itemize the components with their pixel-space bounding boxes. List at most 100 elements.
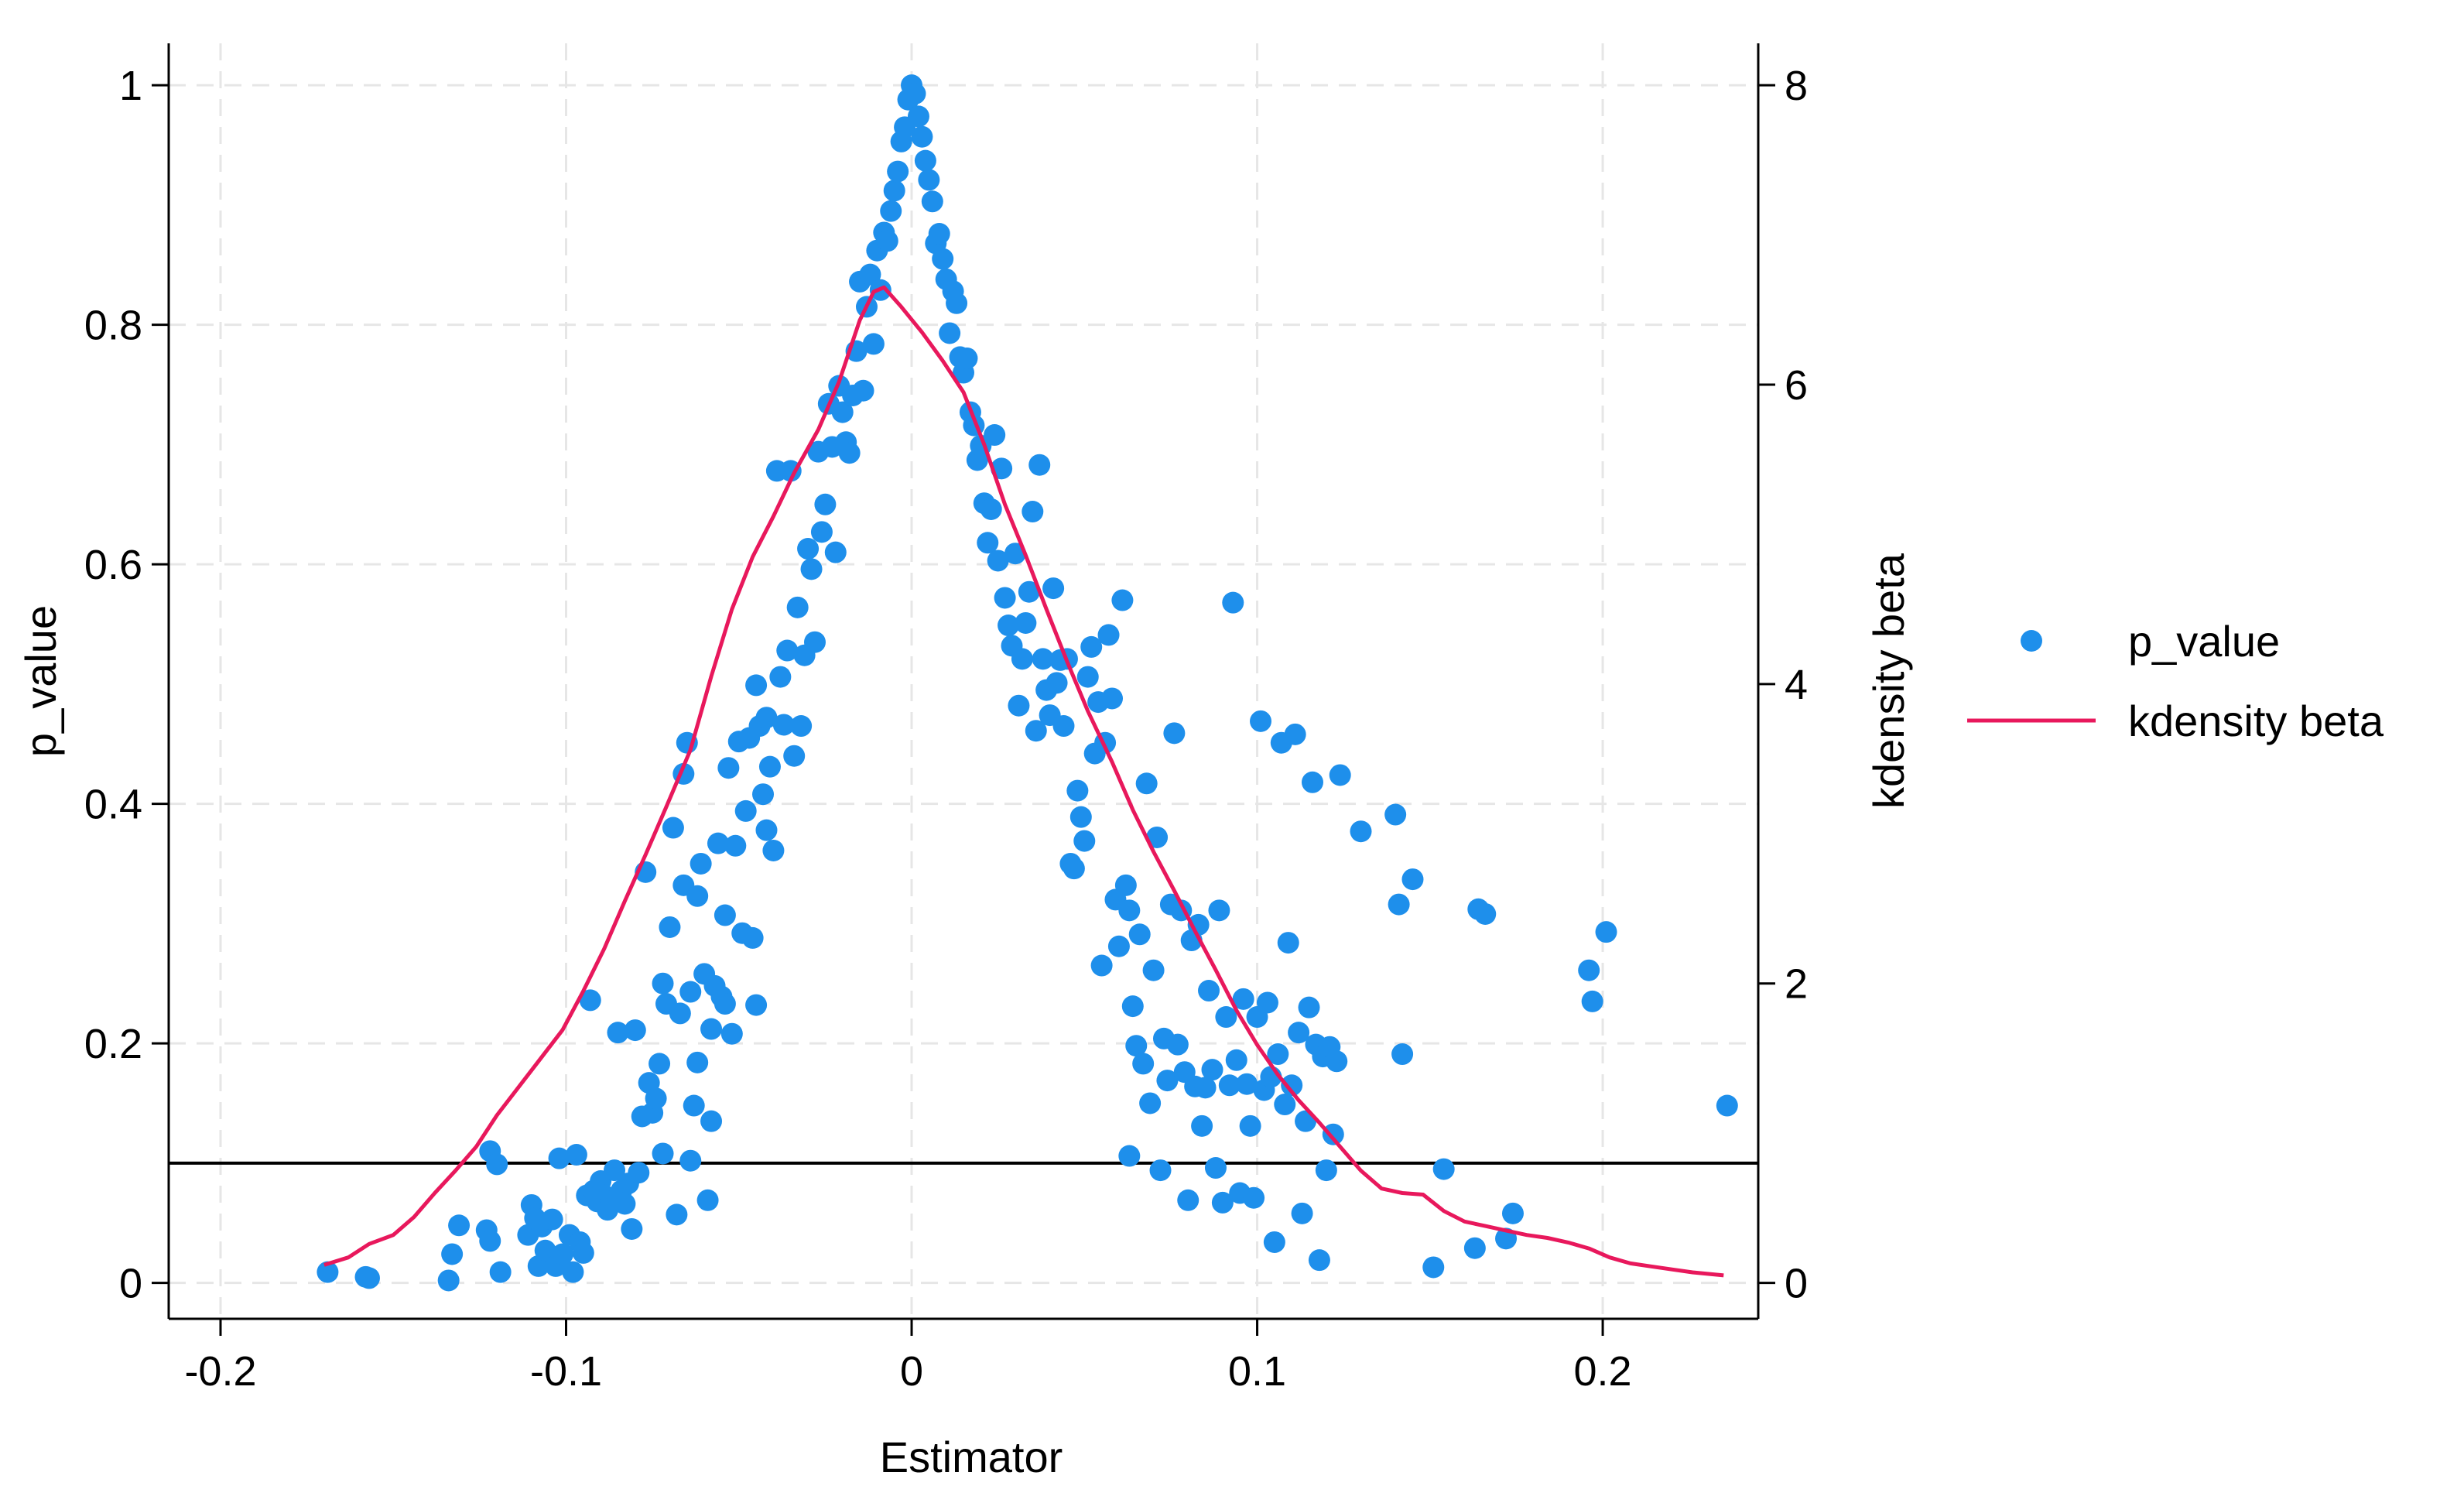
- data-point: [1329, 764, 1351, 786]
- data-point: [810, 521, 833, 543]
- data-point: [1232, 988, 1254, 1010]
- data-point: [745, 994, 768, 1016]
- data-point: [1125, 1035, 1148, 1057]
- data-point: [548, 1147, 570, 1169]
- x-tick-label: -0.1: [530, 1348, 602, 1395]
- data-point: [1201, 1059, 1223, 1081]
- data-point: [755, 819, 778, 841]
- data-point: [649, 1053, 671, 1075]
- data-point: [1076, 666, 1099, 688]
- data-point: [1177, 1189, 1199, 1211]
- data-point: [1063, 858, 1085, 880]
- data-point: [786, 596, 809, 618]
- data-point: [1139, 1092, 1162, 1114]
- data-point: [1198, 980, 1220, 1002]
- data-point: [1578, 959, 1600, 981]
- y2-tick-label: 6: [1785, 362, 1808, 409]
- data-point: [755, 707, 778, 729]
- data-point: [852, 379, 874, 402]
- y-axis-title: p_value: [16, 605, 65, 757]
- data-point: [1225, 1049, 1247, 1071]
- data-point: [998, 615, 1020, 637]
- data-point: [1236, 1073, 1258, 1095]
- data-point: [1042, 577, 1065, 600]
- data-point: [1146, 826, 1169, 848]
- data-point: [1277, 932, 1299, 954]
- data-point: [1097, 624, 1120, 646]
- data-point: [984, 424, 1006, 447]
- data-point: [714, 904, 736, 926]
- data-point: [1267, 1043, 1289, 1066]
- x-tick-label: 0.1: [1228, 1348, 1286, 1395]
- data-point: [914, 149, 936, 172]
- data-point: [717, 757, 740, 779]
- data-point: [918, 169, 940, 191]
- data-point: [1350, 820, 1372, 843]
- y-tick-label: 0.6: [84, 542, 142, 588]
- data-point: [1135, 772, 1158, 795]
- p-value-points: [317, 74, 1738, 1292]
- y2-tick-label: 0: [1785, 1261, 1808, 1307]
- y2-axis-title: kdensity beta: [1864, 553, 1913, 809]
- data-point: [317, 1261, 339, 1283]
- data-point: [928, 223, 950, 245]
- data-point: [690, 852, 712, 875]
- data-point: [752, 783, 775, 806]
- data-point: [1218, 1074, 1241, 1097]
- data-point: [1384, 803, 1407, 826]
- data-point: [1018, 580, 1040, 603]
- legend: p_value kdensity beta: [1967, 617, 2384, 745]
- data-point: [1132, 1053, 1155, 1075]
- data-point: [1391, 1043, 1414, 1066]
- data-point: [1032, 648, 1054, 670]
- data-point: [800, 558, 823, 580]
- legend-label-p-value: p_value: [2128, 617, 2280, 666]
- data-point: [980, 498, 1002, 520]
- data-point: [939, 322, 961, 344]
- data-point: [880, 200, 902, 222]
- data-point: [679, 1149, 702, 1172]
- data-point: [1215, 1006, 1237, 1029]
- data-point: [797, 538, 820, 560]
- data-point: [1208, 899, 1230, 922]
- data-point: [1326, 1050, 1348, 1073]
- data-point: [720, 1022, 743, 1045]
- data-point: [666, 1203, 688, 1226]
- x-tick-label: -0.2: [184, 1348, 256, 1395]
- data-point: [1288, 1022, 1310, 1044]
- data-point: [741, 926, 764, 949]
- data-point: [1432, 1158, 1455, 1180]
- data-point: [1015, 611, 1037, 634]
- data-point: [1066, 779, 1089, 802]
- data-point: [1501, 1202, 1524, 1224]
- y-tick-label: 0: [119, 1261, 142, 1307]
- data-point: [562, 1261, 584, 1283]
- data-point: [887, 160, 909, 183]
- data-point: [1256, 991, 1278, 1014]
- data-point: [1149, 1159, 1172, 1182]
- data-point: [994, 587, 1016, 609]
- y2-tick-label: 8: [1785, 63, 1808, 109]
- data-point: [358, 1267, 380, 1289]
- y2-tick-label: 2: [1785, 961, 1808, 1008]
- data-point: [862, 333, 885, 355]
- data-point: [1114, 874, 1137, 896]
- data-point: [659, 916, 681, 938]
- data-point: [1118, 899, 1141, 922]
- data-point: [758, 755, 781, 778]
- data-point: [776, 639, 799, 662]
- data-point: [1211, 1191, 1234, 1214]
- kdensity-line-group: [323, 285, 1724, 1278]
- data-point: [831, 401, 854, 423]
- data-point: [645, 1087, 667, 1110]
- data-point: [1315, 1159, 1337, 1182]
- data-point: [1716, 1094, 1738, 1117]
- data-point: [479, 1230, 501, 1252]
- data-point: [745, 674, 768, 697]
- data-point: [977, 532, 999, 554]
- data-point: [1069, 806, 1092, 828]
- data-point: [956, 347, 978, 369]
- data-point: [1298, 996, 1320, 1019]
